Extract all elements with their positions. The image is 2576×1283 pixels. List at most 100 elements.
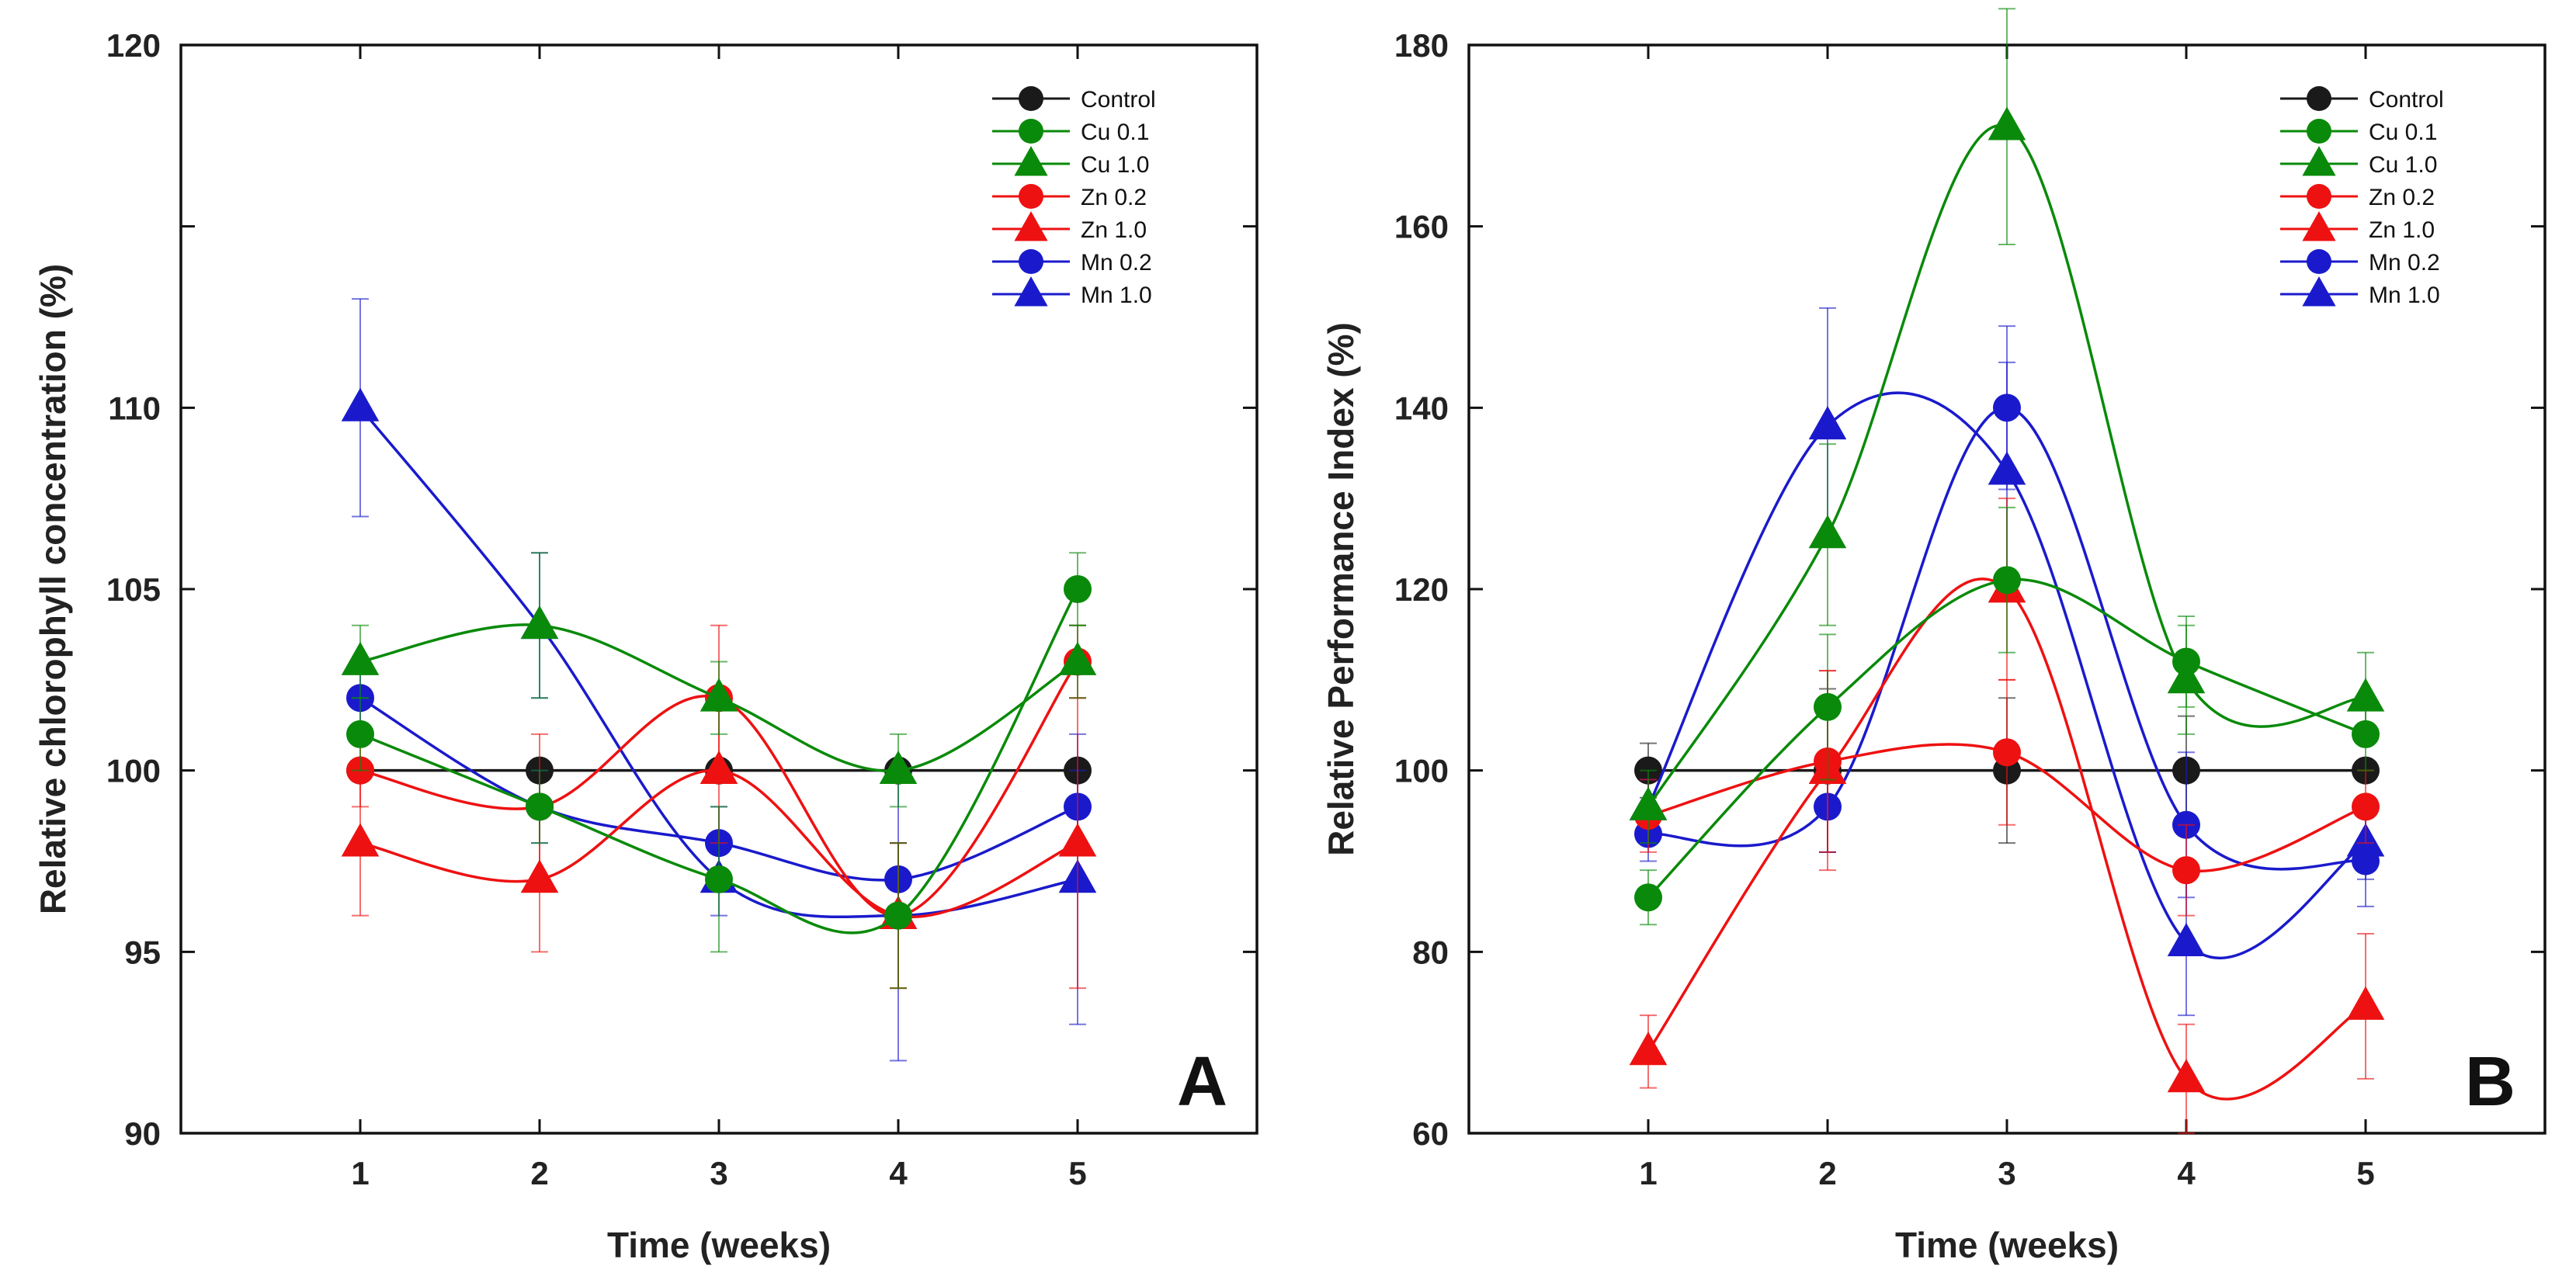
chart-b-y-tick-label: 160 [1394,209,1449,245]
chart-a-legend-marker-zn-0-2 [1019,184,1043,209]
chart-a-legend-marker-cu-1-0 [1014,146,1048,176]
chart-b-point-zn-1-0 [2346,986,2385,1020]
chart-b-legend-label-cu-1-0: Cu 1.0 [2369,152,2437,178]
chart-b-legend: Control Cu 0.1 Cu 1.0 Zn 0.2 Zn 1.0 Mn 0.2 Mn … [2280,86,2444,308]
chart-b-y-tick-label: 140 [1394,390,1449,426]
chart-a-legend-label-cu-1-0: Cu 1.0 [1081,152,1149,178]
chart-b-point-zn-0-2 [1993,738,2021,767]
chart-b-point-zn-1-0 [1629,1032,1668,1066]
chart-b-legend-marker-mn-1-0 [2302,276,2336,307]
chart-b-legend-label-mn-1-0: Mn 1.0 [2369,283,2440,308]
chart-a-x-tick-label: 4 [889,1155,908,1191]
chart-a-legend-label-zn-0-2: Zn 0.2 [1081,185,1147,210]
chart-b-point-cu-1-0 [1988,106,2026,140]
chart-b-point-cu-1-0 [1808,515,1847,549]
chart-a-legend-marker-zn-1-0 [1014,211,1048,241]
chart-a-y-tick-label: 95 [124,934,161,970]
chart-a-y-tick-label: 120 [106,27,161,64]
chart-b-y-tick-label: 120 [1394,571,1449,608]
chart-b-panel-label: B [2465,1043,2515,1121]
chart-a-series-cu-1-0 [341,552,1097,808]
chart-b-point-cu-0-1 [1634,883,1662,912]
chart-panel-b: 60 80 100 120 140 160 180 1 2 3 4 5 Time (weeks) Rela… [1321,8,2546,1265]
chart-a-x-tick-label: 2 [530,1155,548,1191]
chart-a-legend-label-mn-0-2: Mn 0.2 [1081,250,1152,276]
chart-a-series-line-zn-0-2 [359,661,1079,917]
chart-a-legend-label-cu-0-1: Cu 0.1 [1081,120,1149,145]
chart-a-legend-marker-cu-0-1 [1019,119,1043,144]
chart-a-x-tick-label: 5 [1068,1155,1086,1191]
chart-b-legend-label-zn-0-2: Zn 0.2 [2369,185,2435,210]
chart-b-legend-label-control: Control [2369,87,2444,113]
chart-a-y-tick-label: 105 [106,571,161,608]
chart-b-point-mn-1-0 [1988,451,2026,485]
chart-b-point-zn-0-2 [2352,792,2380,821]
chart-a-y-tick-label: 100 [106,753,161,789]
chart-b-x-axis-title: Time (weeks) [1895,1225,2119,1265]
chart-a-y-tick-label: 90 [124,1115,161,1152]
chart-b-legend-marker-cu-0-1 [2307,119,2331,144]
chart-b-point-mn-1-0 [2167,922,2206,957]
chart-b-point-cu-1-0 [2346,678,2385,712]
chart-a-point-cu-1-0 [700,678,738,712]
chart-b-point-cu-0-1 [1993,566,2021,595]
chart-b-x-tick-label: 4 [2177,1155,2196,1191]
chart-a-y-tick-label: 110 [108,390,161,426]
chart-a-point-zn-1-0 [341,823,380,857]
chart-b-point-cu-1-0 [1629,786,1668,820]
chart-a-x-tick-label: 1 [351,1155,369,1191]
chart-b-y-tick-label: 180 [1394,27,1449,64]
chart-b-y-tick-label: 100 [1394,753,1449,789]
chart-b-point-cu-0-1 [1814,692,1842,721]
chart-b-legend-label-zn-1-0: Zn 1.0 [2369,217,2435,243]
chart-b-legend-marker-control [2307,86,2331,111]
chart-a-point-cu-0-1 [705,865,733,893]
chart-b-y-tick-label: 80 [1412,934,1449,970]
chart-b-x-tick-label: 3 [1998,1155,2015,1191]
chart-a-point-cu-0-1 [346,720,374,748]
chart-a-panel-label: A [1177,1043,1227,1121]
chart-a-point-cu-0-1 [526,792,554,821]
chart-b-legend-marker-zn-1-0 [2302,211,2336,241]
chart-b-y-tick-label: 60 [1412,1115,1449,1152]
chart-a-point-zn-1-0 [700,750,738,785]
chart-b-legend-label-mn-0-2: Mn 0.2 [2369,250,2440,276]
chart-a-x-tick-label: 3 [710,1155,727,1191]
chart-b-x-tick-label: 5 [2356,1155,2374,1191]
chart-a-legend-label-zn-1-0: Zn 1.0 [1081,217,1147,243]
chart-a-series-cu-0-1 [346,552,1092,990]
chart-b-series-cu-1-0 [1629,8,2385,844]
chart-a-point-cu-1-0 [1058,641,1097,675]
chart-a-plot-frame [179,43,1258,1135]
chart-b-legend-label-cu-0-1: Cu 0.1 [2369,120,2437,145]
chart-b-point-zn-0-2 [2172,856,2200,885]
chart-b-x-tick-label: 1 [1639,1155,1657,1191]
chart-a-series-line-cu-0-1 [359,588,1079,935]
chart-b-x-tick-label: 2 [1818,1155,1836,1191]
chart-panel-a: 90 95 100 105 110 120 1 2 3 4 5 Time (weeks) Relativ… [33,27,1258,1265]
chart-a-legend-marker-mn-0-2 [1019,249,1043,274]
chart-a-point-zn-1-0 [520,859,559,893]
chart-a-point-mn-1-0 [341,387,380,421]
chart-a-legend-marker-mn-1-0 [1014,276,1048,307]
chart-b-y-axis-title: Relative Performance Index (%) [1321,322,1361,856]
chart-b-point-cu-1-0 [2167,660,2206,694]
chart-a-point-cu-0-1 [1064,575,1092,603]
chart-b-series-zn-0-2 [1634,670,2380,917]
chart-b-legend-marker-mn-0-2 [2307,249,2331,274]
chart-a-y-axis-title: Relative chlorophyll concentration (%) [33,264,73,914]
chart-a-point-zn-1-0 [1058,823,1097,857]
chart-a-point-cu-1-0 [879,750,918,785]
chart-a-point-cu-0-1 [884,901,912,930]
chart-a-axes: 90 95 100 105 110 120 1 2 3 4 5 [106,27,1258,1191]
chart-a-legend-marker-control [1019,86,1043,111]
chart-a-legend: Control Cu 0.1 Cu 1.0 Zn 0.2 Zn 1.0 Mn 0.2 Mn … [992,86,1156,308]
chart-a-point-cu-1-0 [520,605,559,640]
chart-b-point-zn-1-0 [2167,1059,2206,1093]
chart-a-legend-label-control: Control [1081,87,1156,113]
chart-b-legend-marker-zn-0-2 [2307,184,2331,209]
chart-a-x-axis-title: Time (weeks) [607,1225,831,1265]
chart-a-point-cu-1-0 [341,641,380,675]
chart-a-legend-label-mn-1-0: Mn 1.0 [1081,283,1152,308]
chart-b-point-mn-1-0 [1808,406,1847,440]
